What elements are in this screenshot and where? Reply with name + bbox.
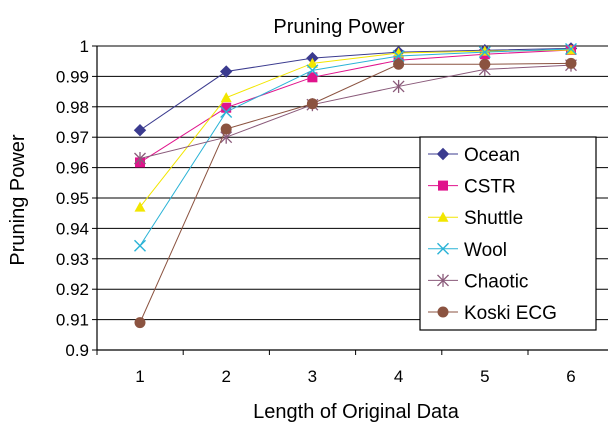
y-tick-label: 0.98 xyxy=(56,98,89,117)
x-tick-label: 3 xyxy=(308,367,317,386)
legend-marker xyxy=(438,180,448,191)
series-ocean xyxy=(133,42,578,137)
y-tick-label: 0.92 xyxy=(56,280,89,299)
data-point xyxy=(479,45,491,56)
marker-stroke xyxy=(478,46,491,59)
legend-item: Shuttle xyxy=(428,208,523,229)
data-point xyxy=(306,98,318,110)
x-tick-label: 6 xyxy=(566,367,575,386)
data-point xyxy=(393,58,405,70)
data-point xyxy=(134,151,146,165)
series-wool xyxy=(134,43,577,252)
x-tick-label: 2 xyxy=(221,367,230,386)
legend: Ocean CSTR Shuttle Wool Chaotic Koski ECG xyxy=(419,136,597,331)
data-point xyxy=(219,65,233,78)
legend-marker xyxy=(437,306,449,318)
x-tick-label: 1 xyxy=(135,367,144,386)
marker-stroke xyxy=(565,43,577,56)
legend-item: Koski ECG xyxy=(428,303,557,324)
x-tick-labels: 1 2 3 4 5 6 xyxy=(96,350,576,386)
y-tick-label: 0.94 xyxy=(56,219,89,238)
series-line xyxy=(139,62,572,323)
data-point xyxy=(134,239,146,252)
x-tick-label: 4 xyxy=(394,367,403,386)
series-group xyxy=(133,42,578,329)
data-point xyxy=(392,50,405,63)
marker-stroke xyxy=(134,239,146,252)
series-koski-ecg xyxy=(134,57,577,329)
y-tick-label: 0.93 xyxy=(56,250,89,269)
data-point xyxy=(306,64,319,77)
data-point xyxy=(565,43,577,56)
y-tick-label: 0.97 xyxy=(56,128,89,147)
legend-item: Chaotic xyxy=(428,271,528,292)
legend-marker xyxy=(437,211,449,222)
legend-label: Koski ECG xyxy=(464,303,557,324)
data-point xyxy=(479,58,491,70)
y-tick-label: 0.95 xyxy=(56,189,89,208)
data-point xyxy=(478,46,491,59)
series-line xyxy=(139,49,572,163)
data-point xyxy=(306,57,318,68)
legend-label: Chaotic xyxy=(464,271,528,292)
legend-box xyxy=(419,136,597,331)
y-axis-label: Pruning Power xyxy=(7,134,29,266)
chart-title: Pruning Power xyxy=(273,16,405,38)
x-tick-label: 5 xyxy=(480,367,489,386)
legend-item: Wool xyxy=(428,240,507,261)
legend-label: Ocean xyxy=(464,145,520,166)
y-tick-label: 0.9 xyxy=(65,341,89,360)
legend-label: Shuttle xyxy=(464,208,523,229)
data-point xyxy=(221,102,232,113)
marker-stroke xyxy=(306,64,319,77)
data-point xyxy=(565,57,577,69)
legend-item: Ocean xyxy=(428,145,520,166)
series-line xyxy=(139,48,572,246)
data-point xyxy=(134,201,146,212)
data-point xyxy=(220,123,232,135)
y-tick-label: 0.99 xyxy=(56,67,89,86)
marker-stroke xyxy=(392,50,405,63)
y-tick-label: 0.91 xyxy=(56,311,89,330)
axes xyxy=(96,46,608,351)
marker-stroke xyxy=(220,105,233,118)
data-point xyxy=(133,124,147,137)
marker-stroke xyxy=(437,242,449,255)
series-line xyxy=(139,47,572,131)
legend-label: CSTR xyxy=(464,177,516,198)
x-axis-label: Length of Original Data xyxy=(253,401,460,423)
data-point xyxy=(393,47,405,58)
y-tick-label: 0.96 xyxy=(56,159,89,178)
data-point xyxy=(392,79,405,93)
y-tick-label: 1 xyxy=(80,37,89,56)
legend-marker xyxy=(437,242,449,255)
data-point xyxy=(134,317,146,329)
data-point xyxy=(307,72,318,83)
legend-label: Wool xyxy=(464,240,507,261)
data-point xyxy=(220,92,232,103)
legend-marker xyxy=(437,273,449,287)
data-point xyxy=(220,105,233,118)
series-line xyxy=(139,49,572,208)
series-line xyxy=(139,64,572,159)
y-tick-labels: 0.9 0.91 0.92 0.93 0.94 0.95 0.96 0.97 0.98 0.99 1 xyxy=(56,37,89,360)
legend-item: CSTR xyxy=(428,177,516,198)
legend-marker xyxy=(436,147,450,161)
